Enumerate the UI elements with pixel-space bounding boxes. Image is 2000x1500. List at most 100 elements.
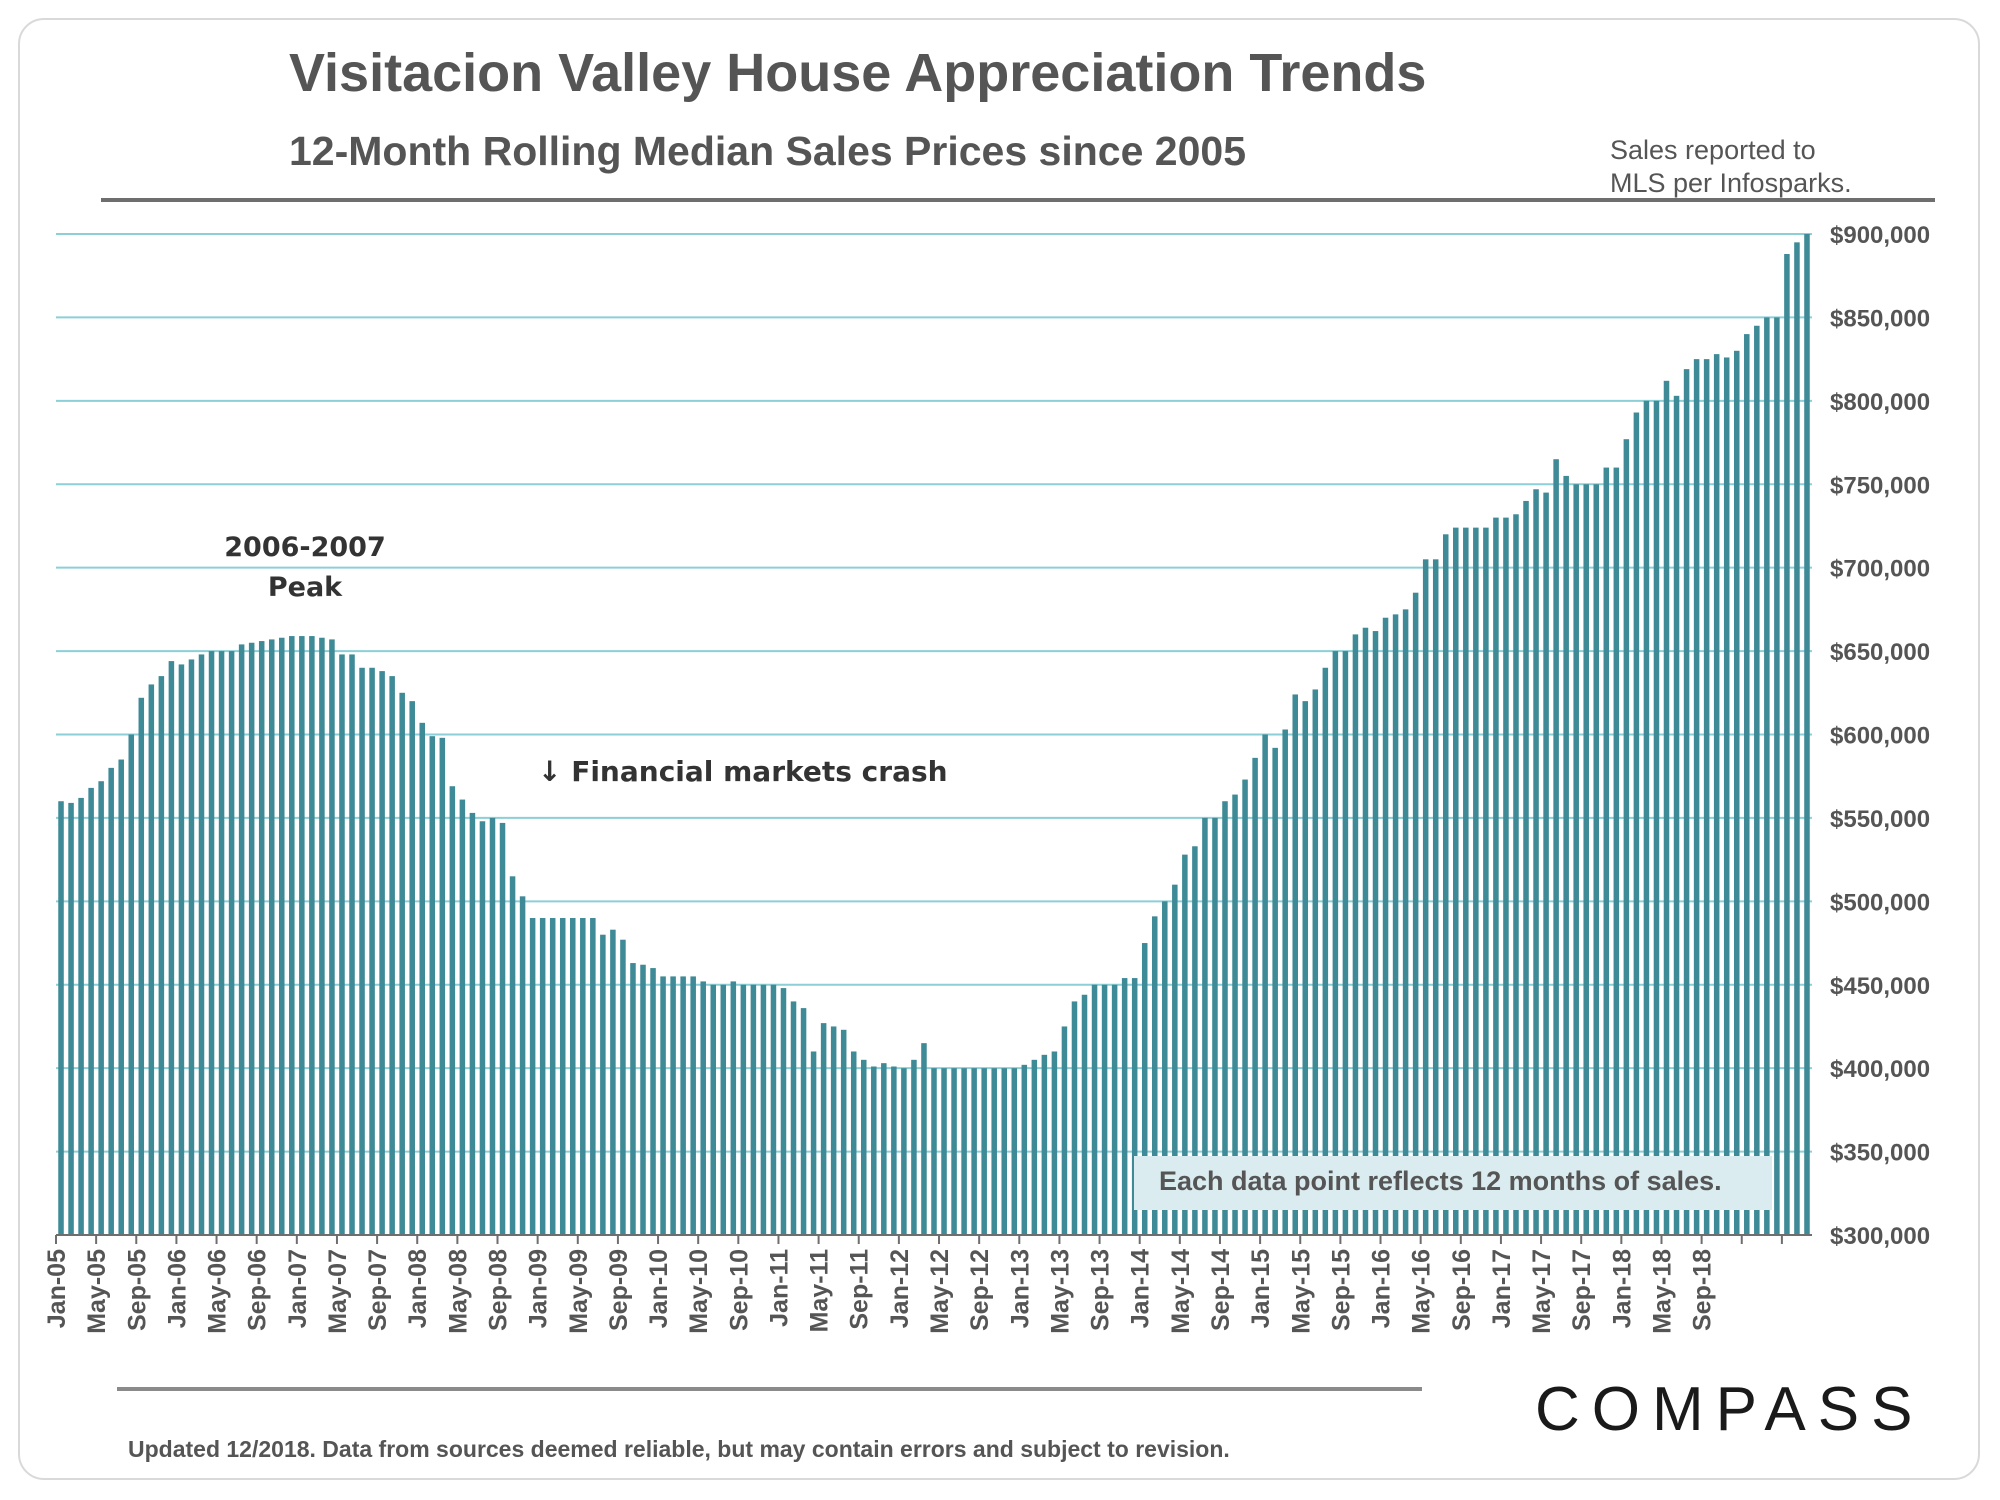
x-tick-label: Sep-08 <box>485 1249 513 1331</box>
x-tick-label: May-18 <box>1648 1249 1676 1334</box>
x-tick-label: Jan-17 <box>1488 1249 1516 1328</box>
x-tick-label: Sep-15 <box>1327 1249 1355 1331</box>
x-tick-label: May-12 <box>926 1249 954 1334</box>
bar <box>499 822 506 1235</box>
x-tick-label: May-05 <box>83 1249 111 1334</box>
bar <box>68 802 74 1235</box>
bar <box>1342 651 1349 1235</box>
bar <box>88 787 94 1235</box>
bar <box>1713 354 1720 1235</box>
gridlines <box>56 233 1812 1153</box>
bar <box>1733 350 1740 1235</box>
bar <box>228 651 235 1235</box>
x-tick-label: Sep-11 <box>846 1249 874 1330</box>
bar <box>1563 475 1569 1235</box>
bar <box>1754 325 1760 1236</box>
bar <box>1041 1054 1048 1235</box>
bar <box>369 667 375 1235</box>
bar <box>78 797 84 1235</box>
bar <box>319 637 325 1235</box>
x-tick-label: May-09 <box>565 1249 593 1334</box>
source-note-line-1: Sales reported to <box>1610 135 1816 165</box>
bar <box>680 976 686 1235</box>
bar <box>830 1026 837 1235</box>
compass-logo: COMPASS <box>1535 1375 1925 1444</box>
bar <box>1352 634 1359 1235</box>
x-tick-label: Sep-05 <box>123 1249 151 1331</box>
bar <box>1503 517 1509 1235</box>
x-tick-label: Jan-12 <box>886 1249 914 1328</box>
bar <box>1252 757 1258 1235</box>
bar <box>1493 517 1499 1235</box>
bar <box>509 876 516 1235</box>
bar <box>1392 614 1399 1235</box>
bar <box>1091 984 1098 1235</box>
bar <box>1693 359 1700 1235</box>
bar <box>268 639 275 1235</box>
bar <box>329 639 335 1235</box>
bar <box>128 734 135 1235</box>
bar <box>1673 395 1680 1235</box>
bar <box>208 651 215 1235</box>
x-tick-label: Jan-08 <box>404 1249 432 1328</box>
bar <box>559 918 566 1235</box>
x-tick-label: Jan-15 <box>1247 1249 1275 1328</box>
x-tick-label: May-11 <box>806 1249 834 1332</box>
y-tick-label: $650,000 <box>1830 639 1930 666</box>
source-note: Sales reported to MLS per Infosparks. <box>1610 134 1930 200</box>
y-tick-label: $600,000 <box>1830 723 1930 750</box>
bar <box>810 1051 817 1235</box>
x-tick-label: Jan-18 <box>1608 1249 1636 1328</box>
bar <box>850 1051 857 1235</box>
bar <box>670 976 676 1235</box>
y-tick-label: $900,000 <box>1830 222 1930 249</box>
bar <box>479 821 486 1235</box>
bar <box>1573 484 1579 1235</box>
x-tick-label: Jan-14 <box>1127 1249 1155 1328</box>
bar <box>449 786 456 1235</box>
x-tick-label: May-16 <box>1408 1249 1436 1334</box>
bar <box>1613 467 1620 1236</box>
y-tick-label: $700,000 <box>1830 556 1930 583</box>
bar <box>780 988 787 1235</box>
bar <box>1322 667 1329 1235</box>
bar <box>1302 701 1309 1235</box>
bar <box>1473 527 1479 1235</box>
bar <box>469 812 476 1235</box>
x-tick-label: May-15 <box>1287 1249 1315 1334</box>
bar <box>1553 459 1559 1236</box>
bar <box>1603 467 1610 1236</box>
bar <box>108 767 114 1235</box>
y-tick-label: $400,000 <box>1830 1056 1930 1083</box>
bar <box>1141 943 1148 1235</box>
bar <box>198 654 205 1235</box>
title-divider <box>101 198 1935 202</box>
x-tick-label: May-06 <box>204 1249 232 1334</box>
x-tick-label: Jan-07 <box>284 1249 312 1328</box>
bar <box>489 817 496 1235</box>
x-tick-label: May-14 <box>1167 1249 1195 1334</box>
bar <box>1653 400 1660 1235</box>
bar <box>1151 916 1158 1235</box>
x-tick-label: Jan-09 <box>525 1249 553 1328</box>
y-tick-label: $750,000 <box>1830 472 1930 499</box>
bar <box>620 939 626 1235</box>
bar <box>700 981 706 1235</box>
bar <box>1031 1059 1038 1235</box>
bar <box>1382 617 1389 1235</box>
bar <box>1442 534 1449 1235</box>
x-axis <box>55 1234 1812 1244</box>
bar <box>600 934 606 1235</box>
bar <box>339 654 345 1235</box>
bar <box>1131 978 1138 1235</box>
bar <box>218 651 225 1235</box>
bar <box>590 918 596 1235</box>
callout-text: Each data point reflects 12 months of sa… <box>1159 1166 1722 1196</box>
bar <box>1162 901 1168 1235</box>
bar <box>1212 817 1218 1235</box>
bar <box>1543 492 1549 1235</box>
bar <box>710 984 717 1235</box>
bar <box>640 964 646 1235</box>
x-tick-label: Jan-13 <box>1006 1249 1034 1328</box>
bar <box>1422 559 1429 1235</box>
